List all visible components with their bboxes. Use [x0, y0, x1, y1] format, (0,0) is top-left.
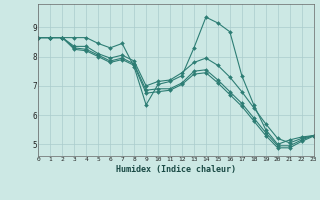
X-axis label: Humidex (Indice chaleur): Humidex (Indice chaleur) — [116, 165, 236, 174]
